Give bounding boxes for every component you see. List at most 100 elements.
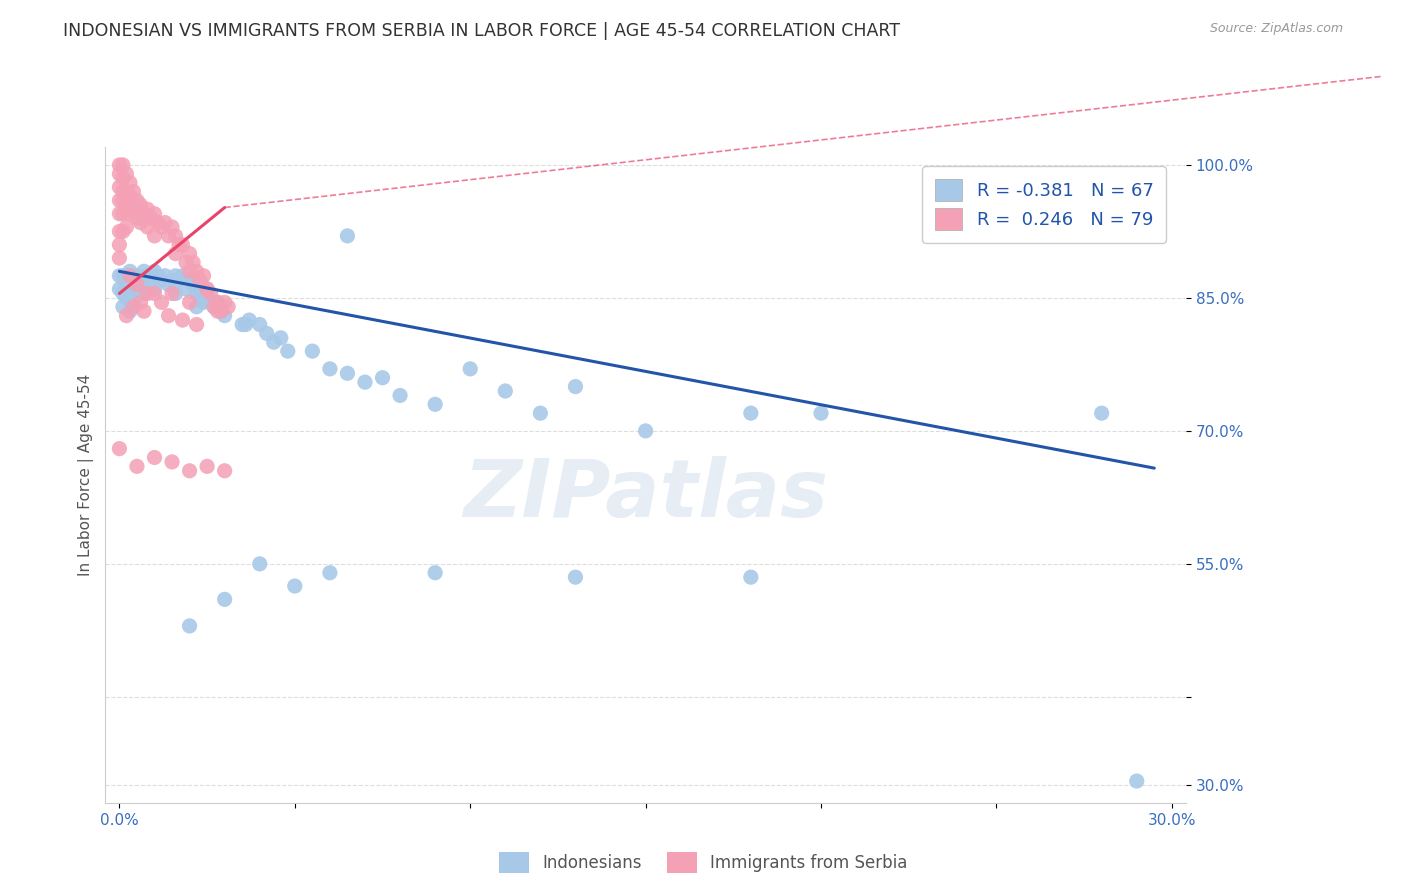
Point	[108, 207, 131, 221]
Point	[160, 273, 183, 287]
Point	[111, 286, 134, 301]
Point	[165, 228, 187, 243]
Point	[118, 286, 141, 301]
Point	[423, 397, 446, 411]
Point	[132, 207, 155, 221]
Point	[143, 264, 166, 278]
Point	[1091, 406, 1114, 420]
Point	[181, 255, 204, 269]
Point	[111, 171, 134, 186]
Point	[1125, 774, 1147, 789]
Point	[136, 202, 159, 217]
Point	[111, 158, 134, 172]
Point	[214, 309, 236, 323]
Point	[108, 194, 131, 208]
Point	[122, 273, 145, 287]
Point	[125, 268, 148, 283]
Point	[132, 264, 155, 278]
Point	[122, 185, 145, 199]
Point	[195, 286, 218, 301]
Point	[108, 268, 131, 283]
Point	[249, 557, 271, 571]
Point	[157, 228, 180, 243]
Point	[249, 318, 271, 332]
Point	[301, 344, 323, 359]
Point	[277, 344, 299, 359]
Point	[108, 251, 131, 265]
Point	[146, 216, 169, 230]
Point	[179, 246, 201, 260]
Point	[740, 570, 762, 584]
Point	[458, 362, 481, 376]
Point	[740, 406, 762, 420]
Text: INDONESIAN VS IMMIGRANTS FROM SERBIA IN LABOR FORCE | AGE 45-54 CORRELATION CHAR: INDONESIAN VS IMMIGRANTS FROM SERBIA IN …	[63, 22, 900, 40]
Point	[125, 282, 148, 296]
Point	[214, 295, 236, 310]
Point	[150, 220, 173, 235]
Point	[118, 176, 141, 190]
Point	[207, 304, 229, 318]
Point	[179, 273, 201, 287]
Point	[129, 277, 152, 292]
Point	[165, 246, 187, 260]
Point	[125, 211, 148, 226]
Point	[160, 286, 183, 301]
Point	[139, 277, 162, 292]
Point	[143, 207, 166, 221]
Point	[207, 295, 229, 310]
Point	[165, 268, 187, 283]
Point	[188, 273, 211, 287]
Point	[132, 286, 155, 301]
Point	[153, 216, 176, 230]
Point	[256, 326, 278, 341]
Point	[336, 366, 359, 380]
Point	[122, 295, 145, 310]
Point	[186, 300, 208, 314]
Point	[202, 300, 225, 314]
Point	[150, 295, 173, 310]
Point	[238, 313, 260, 327]
Point	[115, 309, 138, 323]
Point	[115, 291, 138, 305]
Point	[494, 384, 516, 398]
Point	[235, 318, 257, 332]
Point	[263, 335, 285, 350]
Point	[284, 579, 307, 593]
Point	[125, 277, 148, 292]
Point	[111, 194, 134, 208]
Point	[125, 194, 148, 208]
Point	[146, 268, 169, 283]
Point	[209, 304, 232, 318]
Point	[160, 220, 183, 235]
Point	[160, 455, 183, 469]
Point	[179, 264, 201, 278]
Point	[129, 198, 152, 212]
Point	[136, 286, 159, 301]
Point	[810, 406, 832, 420]
Point	[111, 185, 134, 199]
Legend: Indonesians, Immigrants from Serbia: Indonesians, Immigrants from Serbia	[492, 846, 914, 880]
Point	[108, 237, 131, 252]
Point	[125, 459, 148, 474]
Point	[209, 304, 232, 318]
Point	[200, 295, 222, 310]
Point	[214, 464, 236, 478]
Point	[179, 464, 201, 478]
Point	[108, 158, 131, 172]
Point	[167, 273, 190, 287]
Text: ZIPatlas: ZIPatlas	[463, 456, 828, 534]
Point	[188, 286, 211, 301]
Point	[129, 295, 152, 310]
Point	[111, 268, 134, 283]
Point	[115, 167, 138, 181]
Point	[108, 282, 131, 296]
Point	[174, 255, 197, 269]
Point	[564, 379, 586, 393]
Point	[202, 300, 225, 314]
Point	[118, 304, 141, 318]
Point	[195, 282, 218, 296]
Point	[319, 362, 342, 376]
Y-axis label: In Labor Force | Age 45-54: In Labor Force | Age 45-54	[79, 374, 94, 576]
Point	[115, 268, 138, 283]
Point	[108, 224, 131, 238]
